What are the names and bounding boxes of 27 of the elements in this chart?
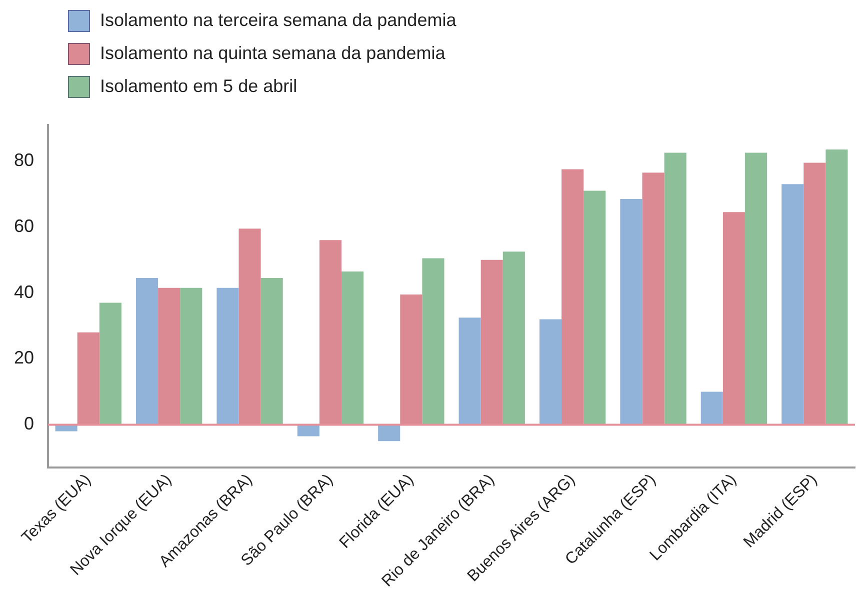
bar: [700, 392, 723, 425]
bar: [99, 302, 122, 425]
legend-label: Isolamento na quinta semana da pandemia: [100, 43, 446, 64]
y-tick-label: 0: [24, 414, 34, 434]
bar: [136, 278, 158, 425]
bar: [744, 152, 768, 425]
bar: [422, 258, 444, 425]
bar: [584, 190, 606, 425]
legend-label: Isolamento em 5 de abril: [100, 76, 298, 97]
bar: [378, 424, 400, 442]
y-tick-label: 60: [14, 216, 34, 236]
y-tick-label: 20: [14, 348, 34, 368]
y-tick-label: 80: [14, 150, 34, 170]
legend-label: Isolamento na terceira semana da pandemia: [100, 10, 456, 31]
y-tick-label: 40: [14, 282, 34, 302]
bar: [216, 288, 239, 425]
bar: [664, 152, 686, 425]
bar: [782, 184, 804, 425]
bar: [458, 318, 481, 425]
bar: [260, 278, 283, 425]
bar: [826, 150, 848, 425]
bar: [502, 252, 525, 425]
bar: [297, 424, 320, 436]
bar: [620, 198, 642, 425]
bar: [180, 288, 202, 425]
bar: [539, 319, 562, 425]
bar: [341, 271, 364, 425]
